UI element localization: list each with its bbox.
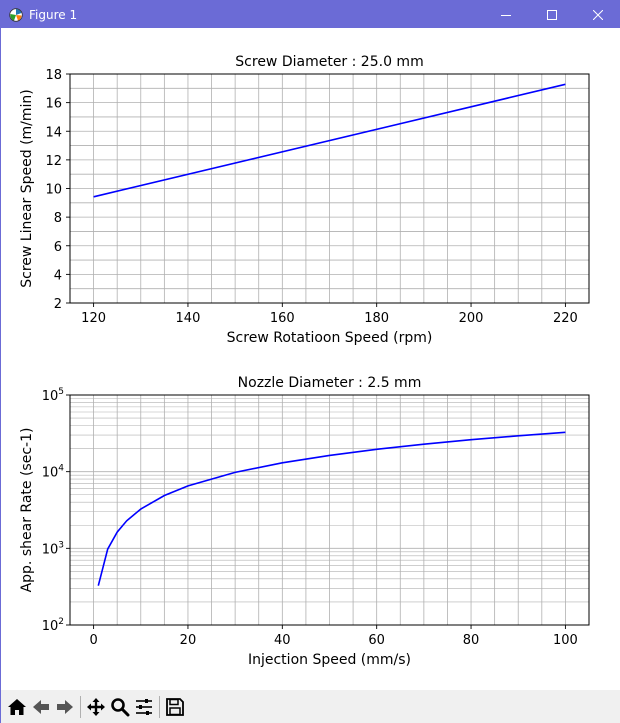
y-tick-label: 2 [54,297,62,312]
forward-button[interactable] [53,695,77,719]
save-icon [166,697,184,716]
y-tick-label: 16 [45,97,62,112]
configure-subplots-button[interactable] [132,695,156,719]
x-tick-label: 20 [180,633,197,648]
y-tick-label: 6 [54,240,62,255]
series-line [97,431,566,586]
x-tick-label: 220 [553,311,578,326]
y-tick-label: 102 [42,617,64,634]
x-tick-label: 100 [553,633,578,648]
home-button[interactable] [5,695,29,719]
close-icon [593,9,603,20]
x-axis-label: Injection Speed (mm/s) [248,652,411,668]
y-tick-label: 8 [54,211,62,226]
forward-icon [57,699,73,714]
x-axis-label: Screw Rotatioon Speed (rpm) [227,330,433,346]
back-button[interactable] [29,695,53,719]
x-tick-label: 0 [89,633,97,648]
series-line [93,83,566,198]
axes-frame [69,394,590,626]
x-tick-label: 40 [274,633,291,648]
pan-icon [87,697,105,716]
y-tick-label: 104 [42,464,65,481]
x-tick-label: 160 [270,311,295,326]
y-tick-label: 103 [42,540,64,557]
y-tick-label: 4 [54,268,62,283]
x-tick-label: 140 [176,311,201,326]
title-bar[interactable]: Figure 1 [1,1,620,28]
figure-canvas[interactable]: 120 140 160 180 200 220 2 4 6 8 10 12 14 16 18 Screw Di… [1,28,620,690]
zoom-icon [111,697,130,716]
toolbar-separator [80,695,81,718]
toolbar-separator [159,695,160,718]
configure-subplots-icon [136,698,152,715]
x-tick-label: 120 [81,311,106,326]
y-tick-label: 10 [45,183,62,198]
y-tick-label: 12 [45,154,62,169]
x-tick-label: 60 [368,633,385,648]
maximize-icon [547,9,557,20]
window-title: Figure 1 [29,7,78,22]
pan-button[interactable] [84,695,108,719]
y-axis-label: App. shear Rate (sec-1) [19,428,35,593]
maximize-button[interactable] [529,1,575,28]
save-button[interactable] [163,695,187,719]
minimize-button[interactable] [483,1,529,28]
chart-title: Nozzle Diameter : 2.5 mm [238,375,422,391]
minimize-icon [501,14,511,16]
y-tick-label: 14 [45,125,62,140]
back-icon [33,699,49,714]
x-tick-label: 180 [364,311,389,326]
matplotlib-app-icon [9,7,23,22]
chart-title: Screw Diameter : 25.0 mm [235,54,423,70]
x-tick-label: 80 [463,633,480,648]
navigation-toolbar [1,690,620,723]
x-tick-label: 200 [459,311,484,326]
y-axis-label: Screw Linear Speed (m/min) [19,89,35,288]
y-tick-label: 105 [42,387,64,404]
close-button[interactable] [575,1,620,28]
zoom-button[interactable] [108,695,132,719]
home-icon [8,698,26,715]
y-tick-label: 18 [45,68,62,83]
